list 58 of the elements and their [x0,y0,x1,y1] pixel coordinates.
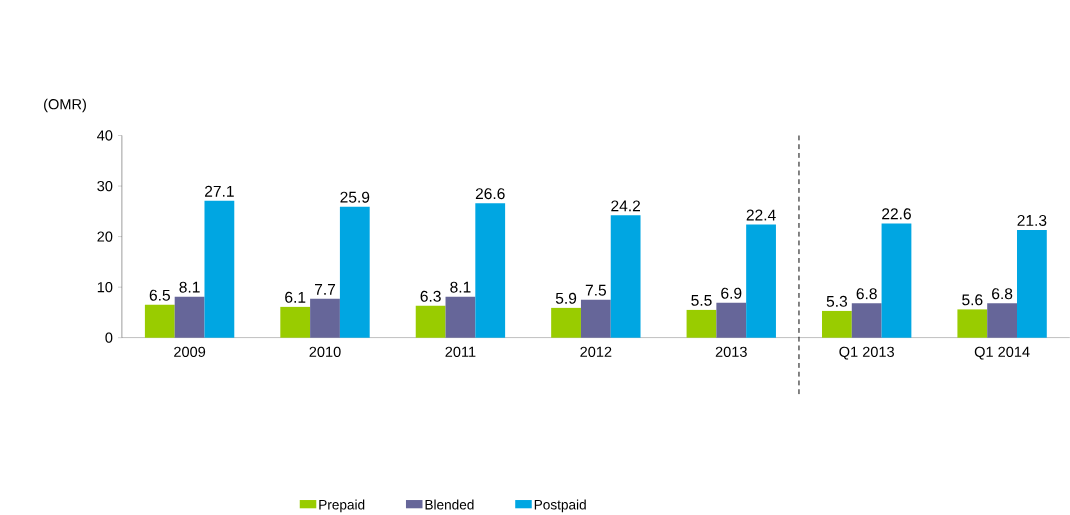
data-label: 27.1 [205,185,234,197]
data-label: 24.2 [611,200,640,212]
bar [174,296,205,338]
data-label: 6.8 [856,288,877,300]
y-tick-label: 0 [105,332,113,343]
bar [1017,229,1047,338]
y-axis-title: (OMR) [44,98,86,113]
data-label: 8.1 [450,281,471,293]
y-tick-label: 40 [97,130,113,141]
bar [280,306,311,338]
bar [415,305,446,338]
data-label: 26.6 [475,187,505,199]
data-label: 6.8 [992,288,1013,300]
data-label: 21.3 [1017,214,1047,226]
data-label: 22.6 [882,208,911,220]
y-tick-label: 30 [97,180,113,191]
legend-label: Postpaid [534,499,586,512]
bar [851,303,882,338]
data-label: 6.9 [721,287,742,299]
bar [144,304,175,338]
y-tick-label: 10 [97,281,113,293]
legend-label: Blended [425,499,474,510]
x-tick-label: 2013 [715,346,747,357]
bar [987,303,1017,338]
data-label: 6.3 [420,290,441,302]
x-tick-label: 2011 [445,346,476,357]
data-label: 7.5 [585,284,607,296]
bar [445,296,476,338]
legend-label: Prepaid [319,499,365,512]
x-tick-label: 2009 [174,346,206,357]
bar [822,310,852,338]
bar [716,302,747,338]
x-tick-label: 2012 [580,346,612,357]
data-label: 5.5 [691,294,712,306]
x-tick-label: Q1 2013 [839,346,894,360]
data-label: 5.9 [555,292,577,304]
data-label: 8.1 [179,281,200,293]
data-label: 22.4 [746,209,776,221]
data-label: 5.3 [826,295,848,307]
y-tick-label: 20 [97,231,113,242]
bar [686,309,717,338]
x-tick-label: Q1 2014 [974,346,1030,360]
bar [551,307,581,338]
bar [339,206,370,338]
bar [957,309,988,338]
data-label: 5.6 [962,294,983,306]
x-tick-label: 2010 [309,346,341,357]
bar [310,298,340,338]
bar [610,215,641,338]
data-label: 7.7 [315,283,336,295]
data-label: 25.9 [340,191,370,203]
bar [204,200,235,338]
data-label: 6.1 [285,291,306,303]
bar [746,224,776,338]
bar [475,203,506,338]
bar [580,299,611,338]
data-label: 6.5 [149,289,170,301]
bar [881,223,912,338]
